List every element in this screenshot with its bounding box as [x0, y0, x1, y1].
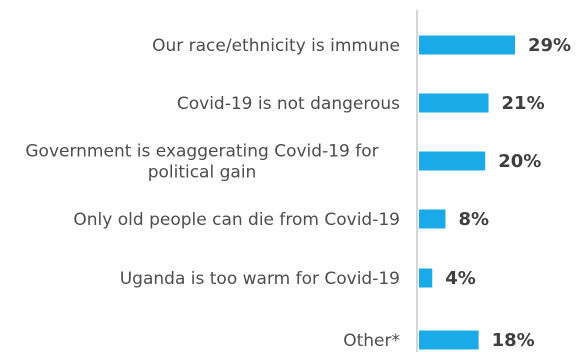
- value-label: 21%: [502, 93, 545, 114]
- bar: [419, 151, 486, 171]
- category-label: Government is exaggerating Covid-19 for: [25, 142, 378, 162]
- value-label: 4%: [445, 268, 476, 289]
- value-label: 18%: [492, 330, 535, 351]
- value-label: 29%: [528, 35, 571, 56]
- category-label: political gain: [148, 163, 257, 183]
- bar: [419, 268, 433, 288]
- bar: [419, 330, 479, 350]
- bars-group: 29% Our race/ethnicity is immune 21% Covid-…: [25, 35, 571, 351]
- category-label: Only old people can die from Covid-19: [73, 210, 400, 230]
- category-label: Uganda is too warm for Covid-19: [120, 269, 400, 289]
- value-label: 8%: [458, 209, 489, 230]
- category-label: Our race/ethnicity is immune: [152, 36, 400, 56]
- category-label: Covid-19 is not dangerous: [177, 94, 400, 114]
- bar: [419, 35, 515, 55]
- value-label: 20%: [498, 151, 541, 172]
- bar: [419, 209, 446, 229]
- bar: [419, 93, 489, 113]
- category-label: Other*: [343, 331, 400, 351]
